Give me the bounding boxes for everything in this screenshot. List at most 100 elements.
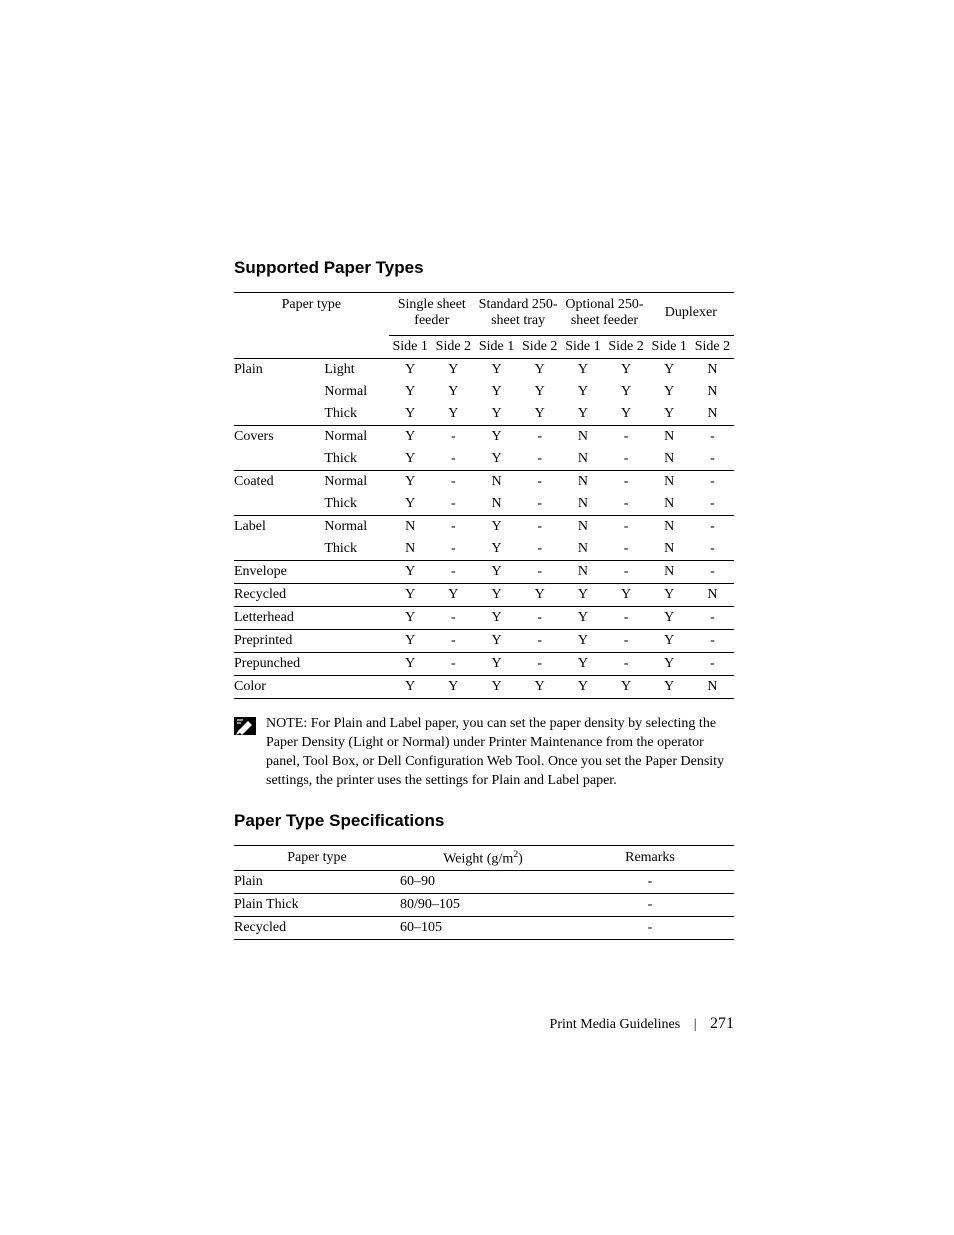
cell-paper-type: Preprinted: [234, 630, 324, 653]
cell-value: Y: [475, 653, 518, 676]
cell-value: Y: [389, 403, 432, 426]
cell-value: Y: [475, 359, 518, 382]
cell-value: Y: [648, 359, 691, 382]
cell-value: Y: [604, 676, 647, 699]
cell-value: -: [604, 471, 647, 494]
footer-separator: |: [694, 1017, 697, 1032]
cell-value: Y: [648, 403, 691, 426]
cell-spec-type: Plain Thick: [234, 894, 400, 917]
cell-value: Y: [389, 448, 432, 471]
cell-value: Y: [648, 653, 691, 676]
cell-value: Y: [518, 359, 561, 382]
heading-paper-type-specs: Paper Type Specifications: [234, 811, 734, 831]
cell-paper-type: Coated: [234, 471, 324, 494]
cell-value: Y: [561, 381, 604, 403]
cell-value: Y: [561, 607, 604, 630]
cell-value: Y: [475, 381, 518, 403]
th-spec-weight-prefix: Weight (g/m: [443, 851, 513, 866]
cell-value: -: [691, 630, 734, 653]
note-label: NOTE:: [266, 716, 307, 731]
cell-value: -: [432, 471, 475, 494]
cell-value: -: [518, 448, 561, 471]
cell-paper-subtype: [324, 584, 388, 607]
cell-value: Y: [648, 381, 691, 403]
cell-value: -: [604, 516, 647, 539]
cell-value: -: [432, 561, 475, 584]
cell-value: Y: [475, 561, 518, 584]
cell-paper-type: Covers: [234, 426, 324, 449]
footer-section: Print Media Guidelines: [550, 1017, 681, 1032]
th-side-4: Side 1: [561, 336, 604, 359]
cell-value: -: [604, 630, 647, 653]
cell-value: N: [691, 359, 734, 382]
cell-paper-subtype: Light: [324, 359, 388, 382]
cell-value: N: [389, 516, 432, 539]
cell-value: Y: [604, 584, 647, 607]
cell-value: -: [691, 516, 734, 539]
cell-paper-subtype: [324, 607, 388, 630]
cell-value: Y: [432, 584, 475, 607]
cell-value: Y: [561, 584, 604, 607]
cell-value: -: [691, 538, 734, 561]
th-side-6: Side 1: [648, 336, 691, 359]
cell-value: -: [691, 493, 734, 516]
cell-value: Y: [561, 403, 604, 426]
cell-value: Y: [389, 381, 432, 403]
cell-value: Y: [432, 359, 475, 382]
cell-value: -: [518, 630, 561, 653]
cell-value: Y: [561, 359, 604, 382]
cell-spec-type: Plain: [234, 871, 400, 894]
th-side-2: Side 1: [475, 336, 518, 359]
table-paper-type-specs: Paper type Weight (g/m2) Remarks Plain60…: [234, 845, 734, 941]
cell-value: -: [518, 653, 561, 676]
cell-value: N: [648, 516, 691, 539]
cell-value: Y: [389, 584, 432, 607]
cell-value: Y: [475, 676, 518, 699]
cell-value: -: [518, 426, 561, 449]
cell-paper-type: Prepunched: [234, 653, 324, 676]
cell-value: -: [604, 493, 647, 516]
cell-paper-type: Color: [234, 676, 324, 699]
cell-value: Y: [389, 359, 432, 382]
note-body: For Plain and Label paper, you can set t…: [266, 716, 724, 788]
cell-value: -: [604, 426, 647, 449]
cell-value: Y: [389, 653, 432, 676]
cell-value: -: [432, 653, 475, 676]
cell-value: N: [389, 538, 432, 561]
cell-value: Y: [389, 493, 432, 516]
note-block: NOTE: For Plain and Label paper, you can…: [234, 715, 734, 791]
cell-value: -: [691, 448, 734, 471]
page-footer: Print Media Guidelines | 271: [234, 1015, 734, 1033]
cell-spec-remarks: -: [566, 917, 734, 940]
cell-spec-weight: 60–105: [400, 917, 566, 940]
cell-value: Y: [604, 403, 647, 426]
cell-value: N: [648, 561, 691, 584]
cell-paper-type: [234, 448, 324, 471]
cell-value: N: [561, 448, 604, 471]
cell-paper-subtype: Thick: [324, 538, 388, 561]
cell-value: N: [561, 426, 604, 449]
cell-value: Y: [475, 516, 518, 539]
th-paper-type: Paper type: [234, 293, 389, 359]
cell-paper-subtype: Normal: [324, 471, 388, 494]
th-side-0: Side 1: [389, 336, 432, 359]
cell-value: N: [648, 471, 691, 494]
cell-value: Y: [475, 584, 518, 607]
cell-value: Y: [389, 676, 432, 699]
cell-value: -: [691, 653, 734, 676]
cell-value: -: [604, 561, 647, 584]
cell-spec-remarks: -: [566, 871, 734, 894]
cell-spec-type: Recycled: [234, 917, 400, 940]
cell-value: -: [604, 653, 647, 676]
cell-paper-subtype: [324, 561, 388, 584]
cell-paper-subtype: [324, 653, 388, 676]
cell-paper-type: [234, 538, 324, 561]
th-group-2: Optional 250-sheet feeder: [561, 293, 647, 336]
cell-paper-subtype: Thick: [324, 493, 388, 516]
cell-value: Y: [389, 630, 432, 653]
cell-value: Y: [561, 676, 604, 699]
cell-value: N: [648, 493, 691, 516]
th-side-7: Side 2: [691, 336, 734, 359]
cell-value: -: [518, 516, 561, 539]
cell-value: -: [691, 561, 734, 584]
